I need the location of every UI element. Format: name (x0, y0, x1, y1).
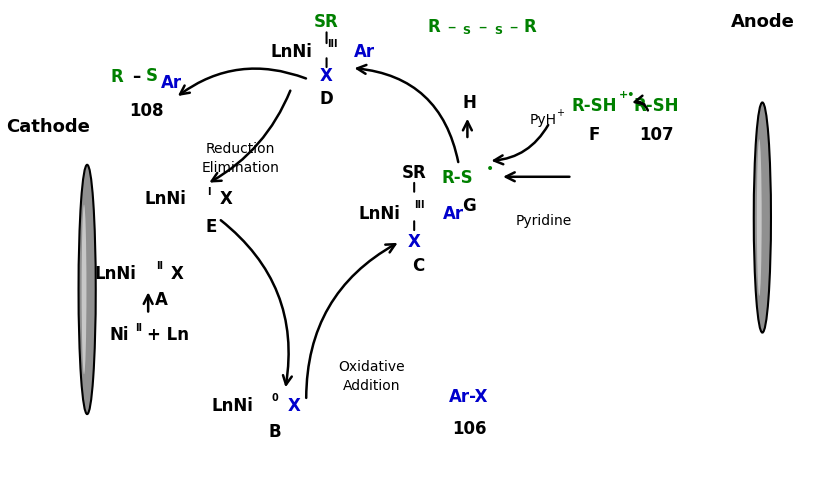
Text: Ni: Ni (109, 325, 129, 343)
Text: PyH: PyH (530, 113, 557, 127)
Text: +: + (557, 108, 565, 118)
Text: 107: 107 (640, 125, 674, 143)
Text: LnNi: LnNi (270, 43, 313, 60)
Text: •: • (486, 162, 494, 176)
Text: B: B (268, 422, 282, 440)
Text: LnNi: LnNi (211, 396, 254, 414)
Text: 0: 0 (272, 392, 278, 402)
Text: II: II (157, 260, 163, 271)
Text: R: R (524, 18, 536, 36)
Text: F: F (588, 125, 600, 143)
Text: I: I (207, 186, 211, 197)
Text: II: II (135, 322, 142, 332)
Text: +•: +• (619, 90, 635, 100)
Text: LnNi: LnNi (358, 204, 400, 222)
Text: –: – (447, 18, 455, 36)
Text: R: R (428, 18, 440, 36)
Text: III: III (326, 39, 337, 49)
Text: G: G (462, 196, 476, 214)
Ellipse shape (78, 166, 95, 414)
Text: SR: SR (401, 164, 427, 182)
Text: R-SH: R-SH (571, 97, 617, 115)
Text: Addition: Addition (343, 378, 400, 393)
Text: X: X (320, 67, 333, 85)
Text: 106: 106 (452, 420, 486, 438)
Text: Oxidative: Oxidative (338, 360, 405, 373)
Text: X: X (288, 396, 301, 414)
Text: –: – (478, 18, 486, 36)
Text: E: E (205, 218, 216, 236)
Text: S: S (463, 26, 471, 35)
Text: H: H (462, 94, 476, 112)
Text: X: X (220, 190, 233, 208)
Text: Ar: Ar (353, 43, 375, 60)
Text: III: III (415, 200, 425, 210)
Ellipse shape (754, 103, 771, 333)
Text: D: D (320, 90, 334, 107)
Text: Cathode: Cathode (6, 118, 90, 136)
Text: –: – (509, 18, 517, 36)
Text: LnNi: LnNi (95, 264, 136, 282)
Text: S: S (494, 26, 502, 35)
Text: SR: SR (314, 13, 339, 31)
Text: LnNi: LnNi (144, 190, 186, 208)
Text: R-S: R-S (441, 168, 473, 186)
Text: X: X (408, 232, 420, 250)
Text: Reduction: Reduction (206, 142, 275, 156)
Text: A: A (155, 290, 168, 308)
Text: Ar: Ar (443, 204, 463, 222)
Text: R: R (110, 68, 123, 86)
Text: X: X (171, 264, 184, 282)
Ellipse shape (82, 205, 86, 375)
Text: S: S (146, 66, 158, 85)
Text: C: C (412, 257, 424, 275)
Text: Anode: Anode (730, 13, 794, 31)
Text: + Ln: + Ln (147, 325, 188, 343)
Text: R-SH: R-SH (634, 97, 680, 115)
Text: Ar-X: Ar-X (449, 387, 489, 405)
Text: Elimination: Elimination (202, 161, 279, 175)
Ellipse shape (757, 140, 761, 296)
Text: 108: 108 (130, 102, 164, 120)
Text: Pyridine: Pyridine (515, 213, 571, 227)
Text: Ar: Ar (161, 74, 182, 92)
Text: –: – (132, 68, 140, 86)
